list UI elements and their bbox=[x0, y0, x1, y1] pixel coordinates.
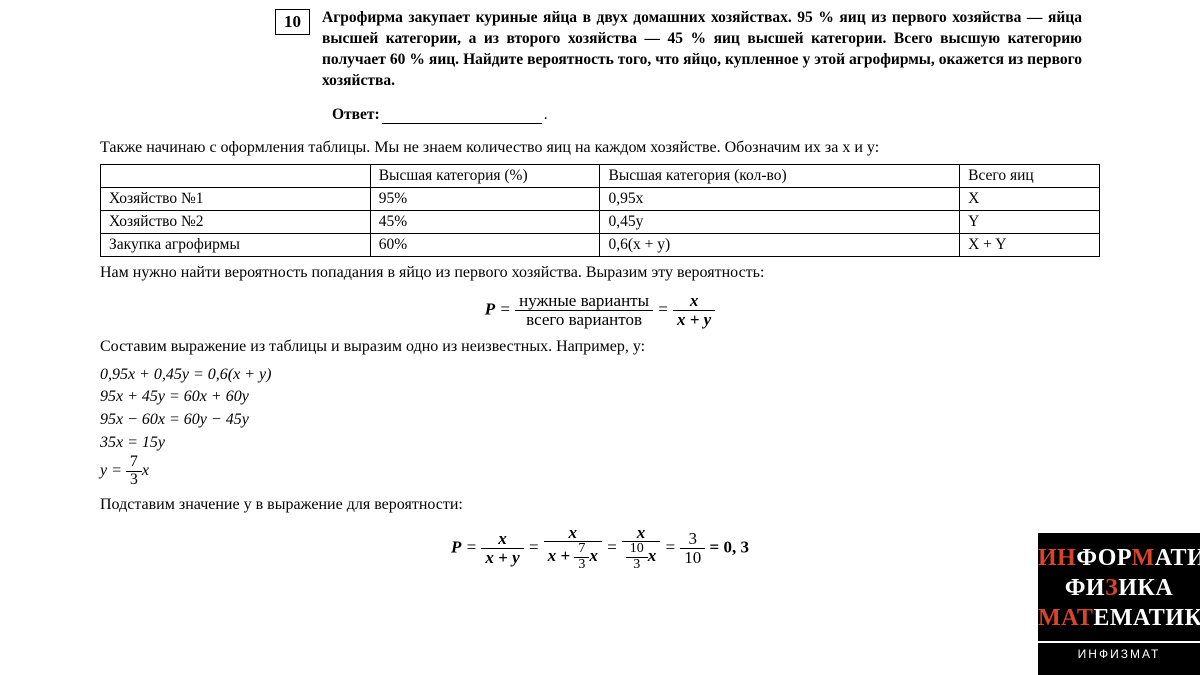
answer-blank bbox=[382, 123, 542, 124]
brand-logo: ИНФОРМАТИКА ФИЗИКА МАТЕМАТИКА ИНФИЗМАТ bbox=[1038, 533, 1200, 675]
equation-block: 0,95x + 0,45y = 0,6(x + y) 95x + 45y = 6… bbox=[100, 364, 1100, 489]
table-cell: 0,45y bbox=[600, 211, 960, 234]
intro-text: Также начинаю с оформления таблицы. Мы н… bbox=[100, 138, 1100, 159]
answer-line: Ответ:. bbox=[332, 106, 1100, 124]
table-header: Всего яиц bbox=[960, 165, 1100, 188]
table-cell: Закупка агрофирмы bbox=[101, 234, 371, 257]
table-cell: Хозяйство №2 bbox=[101, 211, 371, 234]
problem-text: Агрофирма закупает куриные яйца в двух д… bbox=[322, 8, 1082, 92]
table-cell: X + Y bbox=[960, 234, 1100, 257]
table-cell: 45% bbox=[370, 211, 600, 234]
table-cell: X bbox=[960, 188, 1100, 211]
table-row: Хозяйство №2 45% 0,45y Y bbox=[101, 211, 1100, 234]
answer-label: Ответ: bbox=[332, 106, 380, 123]
after-table-text: Нам нужно найти вероятность попадания в … bbox=[100, 263, 1100, 284]
table-row: Хозяйство №1 95% 0,95x X bbox=[101, 188, 1100, 211]
sub-text: Подставим значение у в выражение для вер… bbox=[100, 495, 1100, 516]
table-cell: 0,6(x + y) bbox=[600, 234, 960, 257]
formula-probability: P = нужные варианты всего вариантов = x … bbox=[100, 292, 1100, 329]
table-header: Высшая категория (кол-во) bbox=[600, 165, 960, 188]
table-cell: 95% bbox=[370, 188, 600, 211]
table-cell: 0,95x bbox=[600, 188, 960, 211]
formula-final: P = x x + y = x x + 7 3 x = x 10 3 x bbox=[100, 524, 1100, 573]
table-cell: 60% bbox=[370, 234, 600, 257]
logo-footer: ИНФИЗМАТ bbox=[1038, 641, 1200, 661]
equation-line: 35x = 15y bbox=[100, 432, 1100, 454]
table-header-row: Высшая категория (%) Высшая категория (к… bbox=[101, 165, 1100, 188]
problem-header: 10 Агрофирма закупает куриные яйца в дву… bbox=[275, 8, 1100, 92]
table-header bbox=[101, 165, 371, 188]
logo-row-3: МАТЕМАТИКА bbox=[1038, 603, 1200, 633]
data-table: Высшая категория (%) Высшая категория (к… bbox=[100, 164, 1100, 257]
equation-line: y = 7 3 x bbox=[100, 454, 1100, 489]
problem-number: 10 bbox=[275, 9, 310, 35]
table-cell: Хозяйство №1 bbox=[101, 188, 371, 211]
logo-row-2: ФИЗИКА bbox=[1038, 573, 1200, 603]
table-cell: Y bbox=[960, 211, 1100, 234]
equation-line: 95x + 45y = 60x + 60y bbox=[100, 386, 1100, 408]
mid-text: Составим выражение из таблицы и выразим … bbox=[100, 337, 1100, 358]
equation-line: 95x − 60x = 60y − 45y bbox=[100, 409, 1100, 431]
equation-line: 0,95x + 0,45y = 0,6(x + y) bbox=[100, 364, 1100, 386]
logo-row-1: ИНФОРМАТИКА bbox=[1038, 543, 1200, 573]
table-row: Закупка агрофирмы 60% 0,6(x + y) X + Y bbox=[101, 234, 1100, 257]
table-header: Высшая категория (%) bbox=[370, 165, 600, 188]
